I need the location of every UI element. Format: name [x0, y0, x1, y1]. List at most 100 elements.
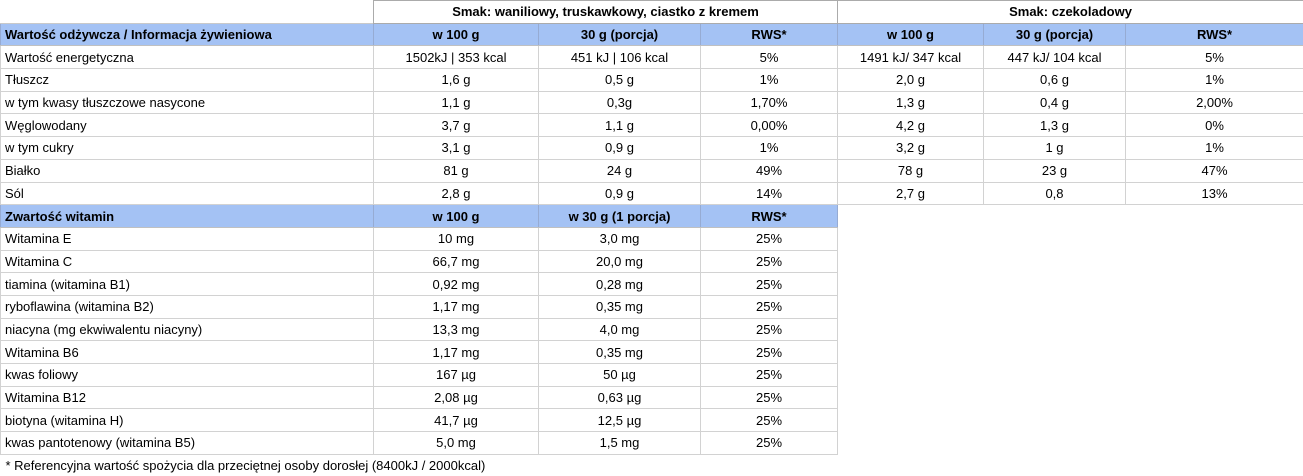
vitamin-row: Witamina C 66,7 mg 20,0 mg 25%	[0, 249, 1303, 274]
value-cell: 1%	[1124, 136, 1303, 160]
value-cell: 4,2 g	[837, 113, 984, 138]
flavor-group-2-header: Smak: czekoladowy	[836, 0, 1303, 24]
value-cell: 3,7 g	[373, 113, 539, 138]
value-cell: 0,28 mg	[538, 272, 701, 296]
value-cell: 0,3g	[538, 90, 701, 115]
vitamin-row: Witamina B6 1,17 mg 0,35 mg 25%	[0, 340, 1303, 364]
nutrition-row: Węglowodany 3,7 g 1,1 g 0,00% 4,2 g 1,3 g 0%	[0, 113, 1303, 138]
value-cell: 2,8 g	[373, 181, 539, 206]
value-cell: 3,2 g	[837, 136, 984, 160]
blank-region	[837, 272, 1303, 296]
value-cell: 2,08 µg	[373, 385, 539, 410]
value-cell: 81 g	[373, 158, 539, 183]
row-label: Sól	[0, 181, 374, 206]
row-label: Witamina B6	[0, 340, 374, 364]
value-cell: 1,6 g	[373, 68, 539, 92]
blank-region	[837, 318, 1303, 341]
value-cell: 1,70%	[700, 90, 838, 115]
value-cell: 25%	[700, 249, 838, 274]
value-cell: 5%	[700, 45, 838, 70]
vitamins-header-row: Zwartość witamin w 100 g w 30 g (1 porcj…	[0, 204, 1303, 228]
value-cell: 13%	[1124, 181, 1303, 206]
value-cell: 1,3 g	[837, 90, 984, 115]
value-cell: 25%	[700, 272, 838, 296]
value-cell: 0,63 µg	[538, 385, 701, 410]
value-cell: 25%	[700, 408, 838, 433]
value-cell: 0,4 g	[983, 90, 1126, 115]
value-cell: 0,00%	[700, 113, 838, 138]
column-header-g2-portion: 30 g (porcja)	[983, 22, 1126, 47]
value-cell: 0,6 g	[983, 68, 1126, 92]
value-cell: 20,0 mg	[538, 249, 701, 274]
value-cell: 1 g	[983, 136, 1126, 160]
row-label: Witamina B12	[0, 385, 374, 410]
row-label: Węglowodany	[0, 113, 374, 138]
value-cell: 14%	[700, 181, 838, 206]
value-cell: 4,0 mg	[538, 317, 701, 342]
flavor-header-row: Smak: waniliowy, truskawkowy, ciastko z …	[1, 0, 1303, 24]
value-cell: 1,1 g	[538, 113, 701, 138]
nutrition-section-title: Wartość odżywcza / Informacja żywieniowa	[0, 22, 374, 47]
value-cell: 25%	[700, 226, 838, 251]
value-cell: 1%	[700, 136, 838, 160]
blank-region	[837, 295, 1303, 319]
vitamin-row: kwas foliowy 167 µg 50 µg 25%	[0, 363, 1303, 387]
row-label: niacyna (mg ekwiwalentu niacyny)	[0, 317, 374, 342]
row-label: Witamina C	[0, 249, 374, 274]
row-label: kwas foliowy	[0, 363, 374, 387]
row-label: Tłuszcz	[0, 68, 374, 92]
column-header-g2-rws: RWS*	[1124, 22, 1303, 47]
value-cell: 2,00%	[1124, 90, 1303, 115]
vitamins-header-section: Zwartość witamin w 100 g w 30 g (1 porcj…	[0, 204, 1303, 228]
blank-region	[837, 227, 1303, 251]
nutrition-row: w tym kwasy tłuszczowe nasycone 1,1 g 0,3g…	[0, 90, 1303, 115]
row-label: kwas pantotenowy (witamina B5)	[0, 431, 374, 455]
value-cell: 50 µg	[538, 363, 701, 387]
value-cell: 1502kJ | 353 kcal	[373, 45, 539, 70]
vitamin-rows-section: Witamina E 10 mg 3,0 mg 25% Witamina C 66,7 m…	[0, 226, 1303, 455]
value-cell: 25%	[700, 431, 838, 455]
footer-section: * Referencyjna wartość spożycia dla prze…	[1, 454, 1303, 476]
row-label: w tym kwasy tłuszczowe nasycone	[0, 90, 374, 115]
value-cell: 25%	[700, 294, 838, 319]
value-cell: 1,17 mg	[373, 340, 539, 364]
row-label: w tym cukry	[0, 136, 374, 160]
value-cell: 2,0 g	[837, 68, 984, 92]
value-cell: 24 g	[538, 158, 701, 183]
value-cell: 66,7 mg	[373, 249, 539, 274]
blank-region	[837, 340, 1303, 364]
value-cell: 25%	[700, 363, 838, 387]
value-cell: 1%	[700, 68, 838, 92]
value-cell: 13,3 mg	[373, 317, 539, 342]
value-cell: 447 kJ/ 104 kcal	[983, 45, 1126, 70]
vitamin-row: tiamina (witamina B1) 0,92 mg 0,28 mg 25%	[0, 272, 1303, 296]
row-label: ryboflawina (witamina B2)	[0, 294, 374, 319]
row-label: Witamina E	[0, 226, 374, 251]
vitamins-section-title: Zwartość witamin	[0, 204, 374, 228]
nutrition-row: Sól 2,8 g 0,9 g 14% 2,7 g 0,8 13%	[0, 181, 1303, 206]
value-cell: 1%	[1124, 68, 1303, 92]
row-label: biotyna (witamina H)	[0, 408, 374, 433]
value-cell: 5%	[1124, 45, 1303, 70]
value-cell: 3,1 g	[373, 136, 539, 160]
corner-cell	[1, 1, 374, 24]
value-cell: 1,3 g	[983, 113, 1126, 138]
vitamin-row: biotyna (witamina H) 41,7 µg 12,5 µg 25%	[0, 408, 1303, 433]
value-cell: 0%	[1124, 113, 1303, 138]
value-cell: 1,17 mg	[373, 294, 539, 319]
column-header-g1-rws: RWS*	[700, 22, 838, 47]
value-cell: 78 g	[837, 158, 984, 183]
flavor-group-1-header: Smak: waniliowy, truskawkowy, ciastko z …	[373, 0, 838, 24]
value-cell: 451 kJ | 106 kcal	[538, 45, 701, 70]
vitamin-column-header-per100: w 100 g	[373, 204, 539, 228]
value-cell: 12,5 µg	[538, 408, 701, 433]
blank-region	[837, 408, 1303, 432]
row-label: tiamina (witamina B1)	[0, 272, 374, 296]
value-cell: 25%	[700, 340, 838, 364]
blank-region	[837, 204, 1303, 228]
value-cell: 0,35 mg	[538, 340, 701, 364]
footnote-row: * Referencyjna wartość spożycia dla prze…	[1, 454, 1303, 476]
vitamin-row: ryboflawina (witamina B2) 1,17 mg 0,35 mg 2…	[0, 294, 1303, 319]
